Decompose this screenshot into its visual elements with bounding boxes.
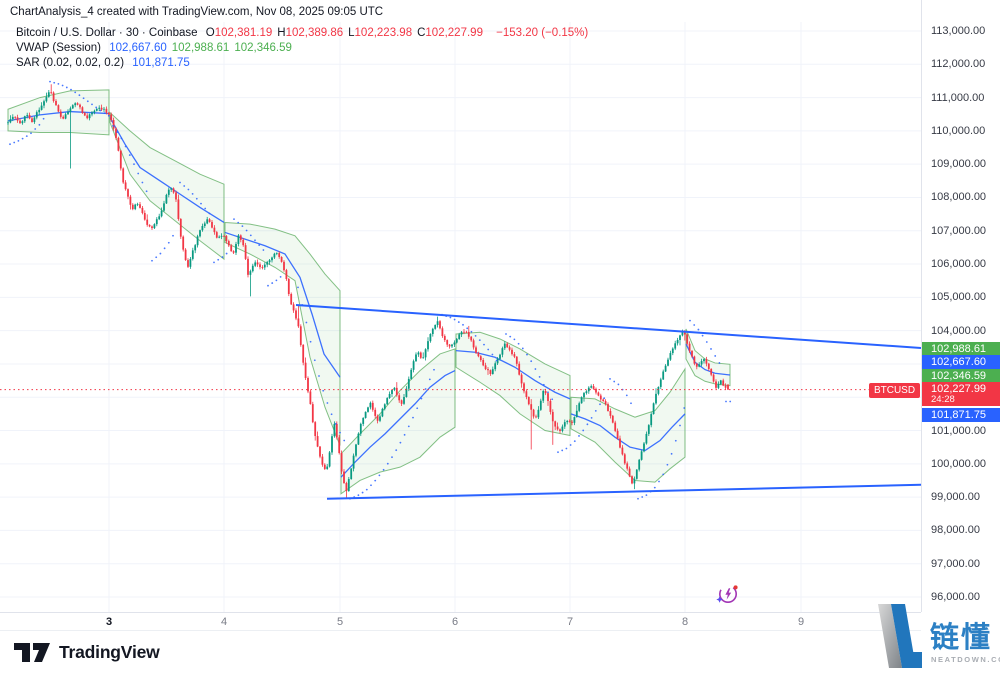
watermark-site-name: 链懂: [930, 622, 993, 654]
vwap-value: 102,346.59: [234, 42, 292, 54]
time-tick-label: 5: [336, 616, 344, 628]
ohlc-value: 102,223.98: [354, 27, 413, 39]
trendlines[interactable]: [295, 304, 921, 500]
ohlc-value: 102,381.19: [214, 27, 273, 39]
site-watermark[interactable]: 链懂 NEATDOWN.COM: [874, 602, 1000, 676]
price-axis[interactable]: 113,000.00 112,000.00 111,000.00 110,000.00…: [921, 0, 1000, 612]
price-tick-label: 105,000.00: [931, 291, 987, 304]
vwap-bands: [7, 89, 731, 495]
ohlc-key: C: [417, 27, 426, 39]
candlestick-series: [7, 84, 729, 498]
indicator-price-label: 102,667.60: [922, 355, 1000, 369]
ohlc-value: 102,389.86: [285, 27, 344, 39]
symbol-title: Bitcoin / U.S. Dollar · 30 · Coinbase: [16, 27, 198, 39]
grid: [0, 22, 921, 612]
legend-symbol-row[interactable]: Bitcoin / U.S. Dollar · 30 · Coinbase O1…: [16, 26, 593, 41]
price-tick-label: 96,000.00: [931, 591, 980, 603]
indicator-price-label: 101,871.75: [922, 408, 1000, 422]
time-tick-label: 9: [797, 616, 805, 628]
last-price-label: 102,227.99 24:28: [922, 382, 1000, 406]
ohlc-value: 102,227.99: [425, 27, 483, 39]
price-tick-label: 111,000.00: [931, 91, 985, 104]
trendline-1[interactable]: [295, 304, 921, 349]
price-change: −153.20 (−0.15%): [496, 27, 589, 39]
indicator-price-label: 102,988.61: [922, 342, 1000, 356]
ohlc-key: O: [205, 27, 215, 39]
chart-attribution-title: ChartAnalysis_4 created with TradingView…: [10, 6, 384, 18]
price-tick-label: 98,000.00: [931, 524, 980, 537]
price-tick-label: 106,000.00: [931, 258, 987, 271]
price-tick-label: 100,000.00: [931, 457, 987, 470]
trendline-2[interactable]: [326, 483, 921, 500]
vwap-value: 102,988.61: [171, 42, 230, 54]
vwap-value: 102,667.60: [109, 42, 167, 54]
watermark-domain: NEATDOWN.COM: [931, 655, 1000, 664]
time-tick-label: 4: [220, 616, 228, 628]
price-tick-label: 113,000.00: [931, 25, 986, 37]
price-tick-label: 101,000.00: [931, 424, 987, 437]
price-tick-label: 108,000.00: [931, 191, 987, 204]
ohlc-values: O102,381.19 H102,389.86 L102,223.98 C102,22…: [206, 27, 488, 39]
price-chart[interactable]: [0, 0, 921, 612]
time-axis[interactable]: 3 4 5 6 7 8 9: [0, 612, 921, 631]
price-tick-label: 107,000.00: [931, 224, 987, 237]
watermark-logo-icon: [878, 604, 922, 668]
last-price-value: 102,227.99: [931, 383, 987, 395]
chart-legend: Bitcoin / U.S. Dollar · 30 · Coinbase O1…: [16, 26, 593, 71]
ohlc-key: L: [348, 27, 355, 39]
time-tick-label: 6: [451, 616, 459, 628]
price-tick-label: 109,000.00: [931, 158, 987, 171]
vwap-label: VWAP (Session): [16, 42, 101, 54]
time-tick-label: 7: [566, 616, 574, 628]
time-tick-label: 3: [105, 616, 113, 628]
price-tick-label: 99,000.00: [931, 491, 980, 504]
symbol-price-tag: BTCUSD: [869, 383, 920, 398]
legend-vwap-row[interactable]: VWAP (Session) 102,667.60 102,988.61 102,3…: [16, 41, 593, 56]
footer-bar: TradingView: [0, 632, 1000, 678]
price-tick-label: 104,000.00: [931, 324, 987, 337]
ai-refresh-icon[interactable]: [716, 585, 738, 603]
tradingview-logo[interactable]: TradingView: [14, 641, 160, 663]
tradingview-logo-icon: [14, 643, 50, 662]
ohlc-key: H: [277, 27, 286, 39]
price-tick-label: 97,000.00: [931, 557, 980, 570]
time-tick-label: 8: [681, 616, 689, 628]
parabolic-sar-dots: [9, 80, 732, 500]
indicator-price-label: 102,346.59: [922, 369, 1000, 383]
sar-label: SAR (0.02, 0.02, 0.2): [16, 57, 125, 69]
tradingview-logo-text: TradingView: [59, 641, 160, 662]
price-tick-label: 112,000.00: [931, 58, 986, 71]
legend-sar-row[interactable]: SAR (0.02, 0.02, 0.2) 101,871.75: [16, 56, 593, 71]
sar-value: 101,871.75: [132, 57, 190, 69]
bar-countdown: 24:28: [931, 394, 955, 405]
price-tick-label: 110,000.00: [931, 124, 986, 137]
vwap-values: 102,667.60 102,988.61 102,346.59: [109, 42, 297, 54]
